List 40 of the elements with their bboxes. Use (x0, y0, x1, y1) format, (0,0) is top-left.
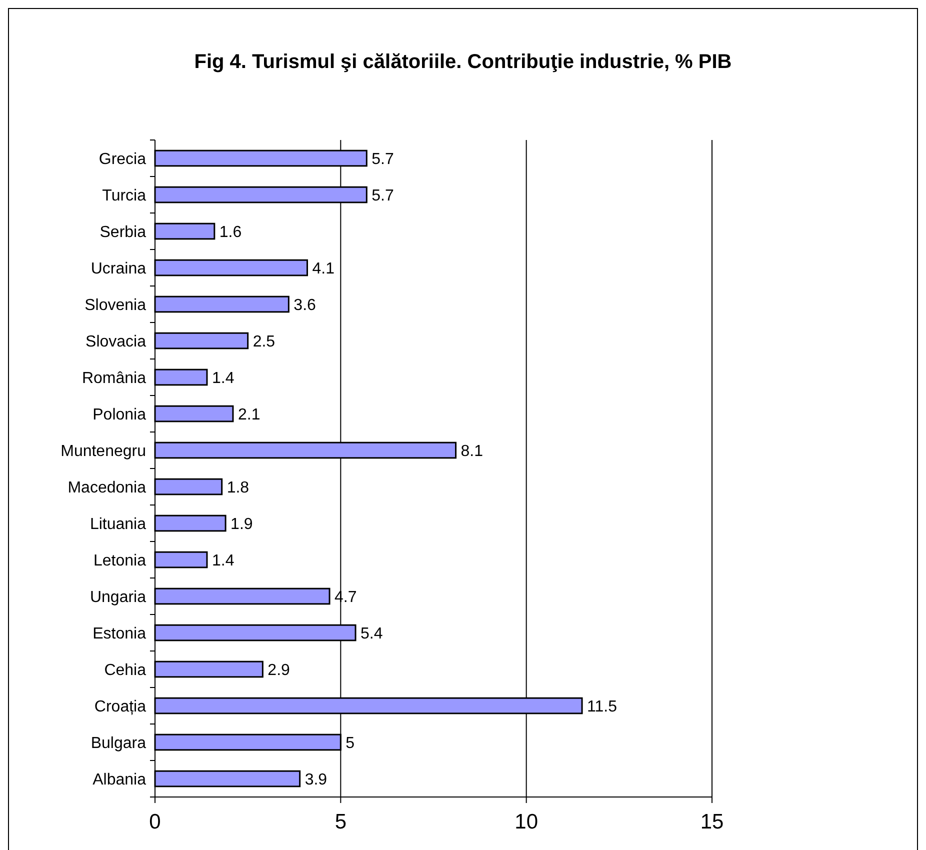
y-tick-label: Grecia (98, 150, 146, 168)
x-tick-label: 5 (334, 810, 347, 834)
y-tick-label: Ucraina (90, 260, 146, 278)
data-label: 5.7 (372, 187, 394, 204)
y-tick-label: Slovacia (86, 333, 146, 350)
y-tick-label: Ungaria (90, 588, 146, 606)
data-label: 1.8 (226, 479, 250, 496)
data-label: 8.1 (460, 442, 484, 460)
y-tick-label: Croația (94, 698, 146, 716)
data-label: 5 (346, 734, 355, 752)
x-tick-label: 15 (700, 810, 724, 834)
y-tick-label: Albania (92, 771, 146, 788)
data-label: 11.5 (587, 698, 618, 716)
data-label: 4.1 (312, 260, 335, 278)
y-tick-label: Serbia (100, 224, 146, 241)
data-label: 1.4 (212, 552, 234, 570)
data-label: 2.9 (268, 662, 290, 679)
y-tick-label: Cehia (104, 662, 146, 679)
data-label: 1.6 (219, 224, 242, 241)
y-tick-label: Estonia (92, 625, 146, 642)
x-tick-label: 10 (514, 810, 538, 834)
y-tick-label: Bulgara (90, 734, 146, 752)
data-label: 3.9 (304, 771, 328, 788)
y-tick-label: Polonia (92, 406, 146, 424)
data-label: 1.4 (212, 370, 234, 387)
data-label: 5.4 (360, 625, 383, 642)
y-tick-label: Letonia (94, 552, 146, 570)
y-tick-label: Macedonia (68, 479, 146, 496)
y-tick-label: Turcia (102, 187, 146, 204)
data-label: 2.1 (238, 406, 260, 424)
y-tick-label: Lituania (90, 516, 146, 533)
chart-title: Fig 4. Turismul şi călătoriile. Contribuţie industrie, % PIB (194, 51, 732, 73)
y-tick-label: Muntenegru (60, 442, 146, 460)
x-tick-label: 0 (149, 810, 161, 834)
data-label: 3.6 (294, 296, 316, 314)
y-tick-label: România (82, 370, 146, 387)
y-tick-label: Slovenia (84, 296, 146, 314)
data-label: 5.7 (372, 150, 394, 168)
data-label: 1.9 (230, 516, 253, 533)
data-label: 2.5 (252, 333, 276, 350)
